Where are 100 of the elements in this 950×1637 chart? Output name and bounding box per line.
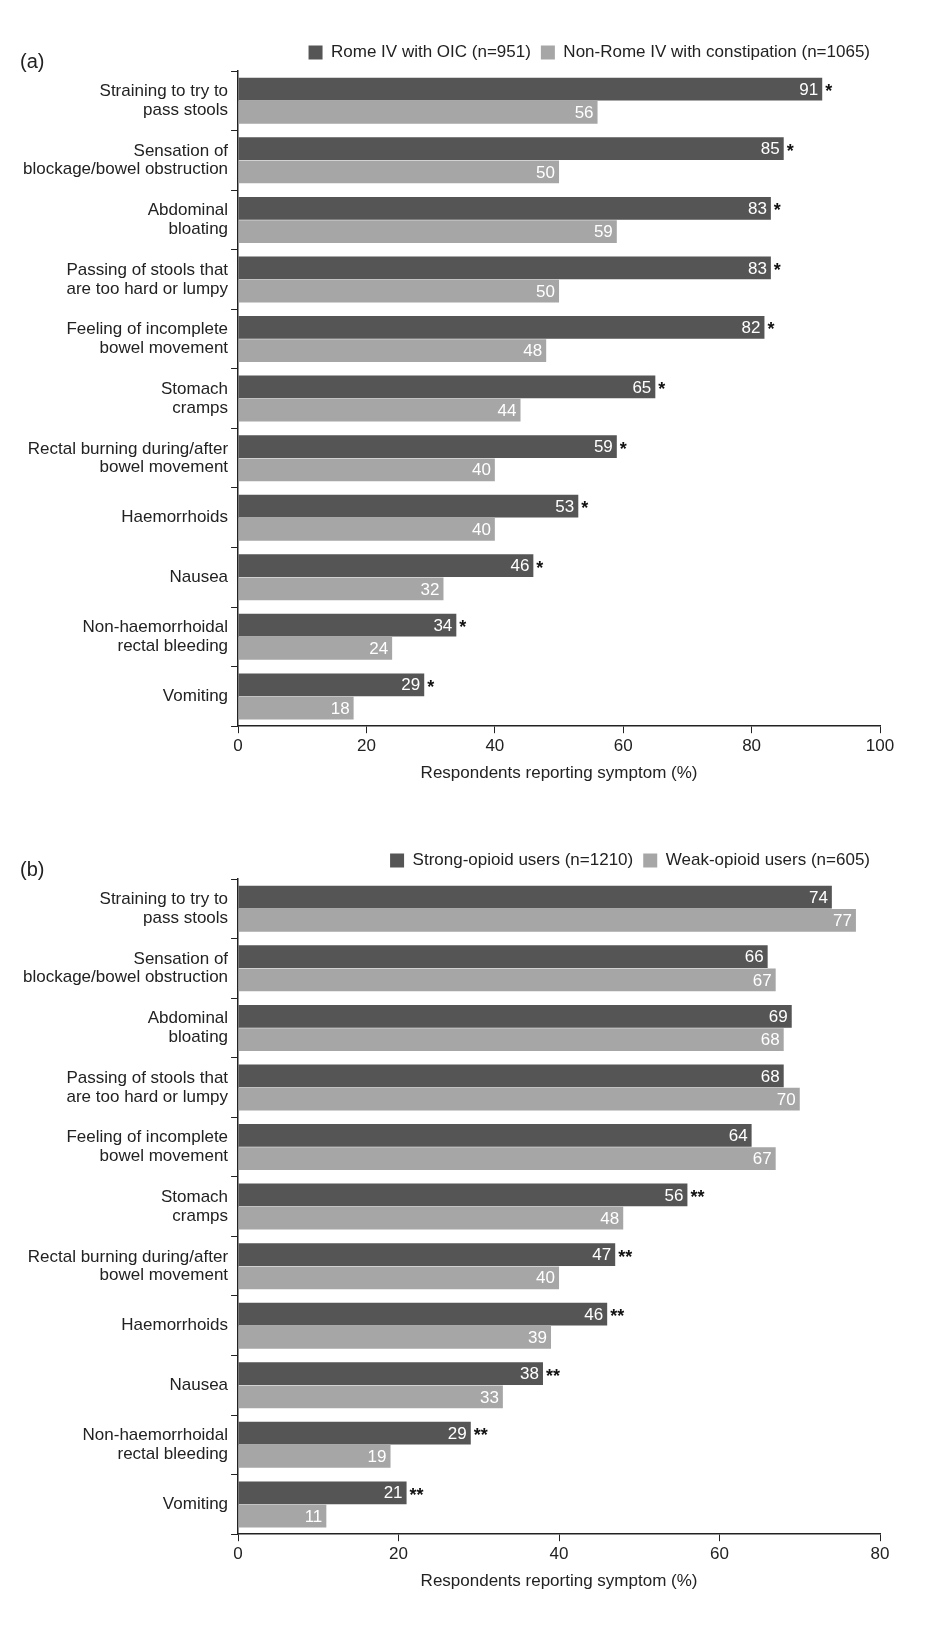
- data-label: 59: [593, 437, 613, 457]
- data-label: 46: [584, 1304, 604, 1324]
- data-label: 91: [799, 79, 819, 99]
- bar: [238, 279, 560, 303]
- data-label: 21: [383, 1483, 403, 1503]
- y-tick-label: Stomach cramps: [160, 1186, 229, 1225]
- bar: [238, 885, 832, 909]
- text: (b): [20, 857, 45, 880]
- bar: [238, 1445, 391, 1468]
- bar: [238, 316, 765, 339]
- bar: [238, 673, 425, 697]
- bar: [238, 1147, 776, 1171]
- x-tick-label: 40: [485, 736, 505, 756]
- x-axis-title: Respondents reporting symptom (%): [420, 1571, 698, 1591]
- data-label: 56: [664, 1185, 684, 1205]
- legend-label: Rome IV with OIC (n=951): [331, 42, 531, 62]
- y-tick-label: Stomach cramps: [160, 378, 229, 417]
- data-label: 70: [776, 1089, 796, 1109]
- annotation: *: [427, 676, 435, 697]
- y-tick-label: Feeling of incomplete bowel movement: [66, 319, 229, 358]
- data-label: 50: [536, 281, 556, 301]
- x-tick-label: 60: [613, 736, 633, 756]
- y-tick-label: Vomiting: [162, 686, 229, 706]
- data-label: 40: [536, 1268, 556, 1288]
- data-label: 83: [747, 258, 767, 278]
- data-label: 85: [760, 139, 780, 159]
- x-tick-label: 40: [549, 1544, 569, 1564]
- data-label: 34: [433, 615, 453, 635]
- legend-label: Strong-opioid users (n=1210): [412, 850, 634, 870]
- data-label: 53: [555, 496, 575, 516]
- bar: [238, 1004, 792, 1028]
- bar: [238, 1124, 752, 1147]
- y-tick-label: Non-haemorrhoidal rectal bleeding: [82, 1425, 229, 1463]
- bar: [238, 220, 617, 243]
- y-tick-label: Sensation of blockage/bowel obstruction: [22, 140, 229, 179]
- y-tick-label: Passing of stools that are too hard or lumpy: [66, 259, 229, 298]
- y-tick-label: Rectal burning during/after bowel movement: [27, 1246, 229, 1285]
- y-tick-label: Rectal burning during/after bowel movement: [27, 438, 229, 477]
- annotation: *: [536, 557, 544, 578]
- annotation: **: [409, 1484, 424, 1505]
- annotation: *: [786, 140, 794, 161]
- x-tick-label: 80: [742, 736, 762, 756]
- bar: [238, 196, 771, 220]
- bar: [238, 458, 495, 482]
- data-label: 68: [760, 1066, 780, 1086]
- annotation: *: [581, 498, 589, 519]
- y-tick-label: Straining to try to pass stools: [99, 81, 229, 119]
- data-label: 40: [471, 460, 491, 480]
- data-label: 48: [523, 341, 543, 361]
- bar: [238, 945, 768, 969]
- bar: [238, 1504, 327, 1528]
- x-tick-label: 60: [710, 1544, 729, 1564]
- bar: [238, 1206, 624, 1230]
- bar: [238, 1243, 616, 1266]
- x-tick-label: 80: [870, 1544, 890, 1564]
- annotation: *: [825, 81, 833, 102]
- bar: [238, 1266, 560, 1290]
- bar: [238, 554, 534, 578]
- data-label: 65: [632, 377, 652, 397]
- annotation: *: [767, 319, 775, 340]
- annotation: **: [545, 1365, 560, 1386]
- bar: [238, 613, 457, 637]
- annotation: **: [618, 1246, 633, 1267]
- x-tick-label: 20: [357, 736, 376, 756]
- data-label: 29: [401, 675, 421, 695]
- bar: [238, 398, 521, 422]
- data-label: 67: [752, 1149, 772, 1169]
- bar: [238, 494, 579, 518]
- bar: [238, 1481, 407, 1505]
- data-label: 74: [808, 887, 828, 907]
- bar: [238, 1064, 784, 1088]
- bar: [238, 375, 656, 399]
- y-tick-label: Nausea: [169, 566, 229, 586]
- bar: [238, 909, 856, 932]
- annotation: *: [459, 617, 467, 638]
- y-tick-label: Straining to try to pass stools: [99, 889, 229, 927]
- bar: [238, 968, 776, 992]
- data-label: 39: [528, 1328, 548, 1348]
- bar: [238, 1302, 608, 1326]
- data-label: 19: [367, 1447, 387, 1467]
- x-axis-title: Respondents reporting symptom (%): [420, 763, 698, 783]
- annotation: *: [773, 200, 781, 221]
- y-tick-label: Feeling of incomplete bowel movement: [66, 1127, 229, 1166]
- y-tick-label: Haemorrhoids: [121, 507, 229, 527]
- data-label: 56: [574, 103, 594, 123]
- bar: [238, 1183, 688, 1207]
- bar: [238, 517, 495, 541]
- annotation: *: [773, 259, 781, 280]
- data-label: 69: [768, 1006, 788, 1026]
- bar: [238, 1087, 800, 1111]
- bar: [238, 256, 771, 280]
- bar: [238, 696, 354, 720]
- data-label: 38: [520, 1364, 539, 1384]
- data-label: 18: [330, 698, 350, 718]
- y-tick-label: Sensation of blockage/bowel obstruction: [22, 948, 229, 987]
- bar: [238, 1362, 543, 1386]
- y-tick-label: Haemorrhoids: [121, 1315, 229, 1335]
- data-label: 48: [600, 1208, 620, 1228]
- bar: [238, 160, 560, 184]
- annotation: **: [473, 1425, 488, 1446]
